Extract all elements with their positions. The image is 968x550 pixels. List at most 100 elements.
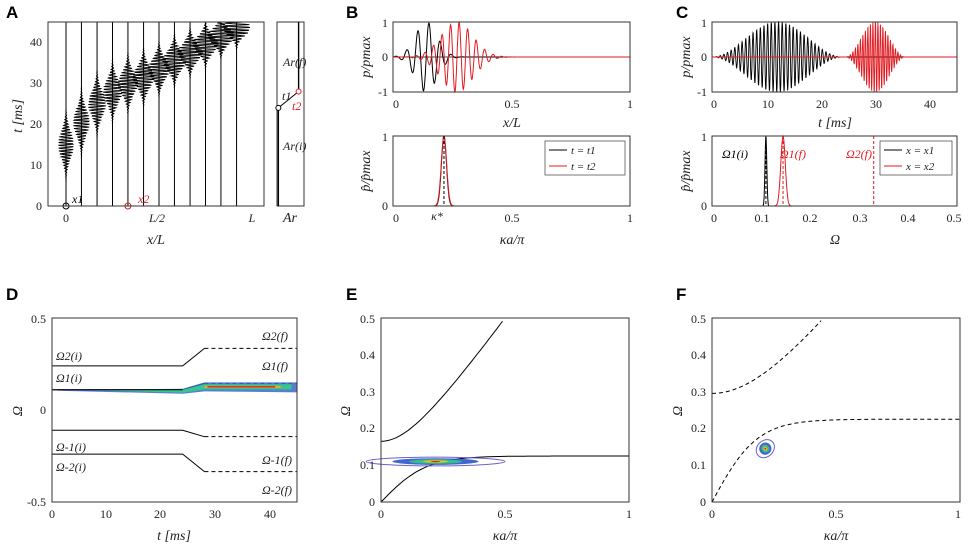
c-bot-frame (711, 135, 958, 207)
panel-a: 0 10 20 30 40 0 L/2 L x/L t [ms] x1 x2 A… (11, 21, 306, 248)
e-frame (380, 317, 630, 503)
a-xt-0: 0 (63, 211, 69, 225)
c-legend-2: x = x2 (905, 161, 935, 173)
d-o1f: Ω1(f) (262, 359, 288, 373)
b-bot-xt-0: 0 (393, 211, 399, 225)
a-envelope-5 (132, 47, 155, 107)
d-xt-1: 10 (100, 507, 112, 521)
a-envelope-0 (57, 108, 75, 182)
c-top-xt-2: 20 (816, 97, 828, 111)
d-ylabel: Ω (11, 406, 26, 416)
b-top-xt-1: 0.5 (505, 97, 520, 111)
b-top-yt-0: 1 (382, 16, 388, 30)
b-bot-xt-2: 1 (627, 211, 633, 225)
d-o1i: Ω1(i) (56, 371, 82, 385)
e-yt-1: 0.1 (360, 458, 375, 472)
d-xt-4: 40 (264, 507, 276, 521)
c-bot-xt-4: 0.4 (901, 211, 916, 225)
a-envelope-3 (102, 59, 123, 125)
d-branch-solid-3 (52, 453, 205, 473)
a-envelopes (57, 21, 251, 210)
c-bot-xt-1: 0.1 (755, 211, 770, 225)
a-envelope-8 (177, 27, 203, 79)
d-om2i: Ω-2(i) (56, 460, 86, 474)
e-contour-1 (365, 456, 506, 467)
c-bot-xt-2: 0.2 (803, 211, 818, 225)
c-bot-xt-3: 0.3 (853, 211, 868, 225)
d-yt-2: -0.5 (27, 495, 46, 509)
b-bot-ylabel: p̂/p̂max (359, 150, 374, 193)
c-o1f: Ω1(f) (780, 147, 806, 161)
a-frame (47, 21, 265, 207)
panel-e: 0 0.1 0.2 0.3 0.4 0.5 0 0.5 1 κa/π Ω (339, 312, 632, 544)
b-top-series-1 (393, 20, 630, 94)
c-legend-1: x = x1 (905, 145, 934, 157)
a-x2-label: x2 (137, 192, 149, 206)
a-ar-i-label: Ar(i) (282, 139, 306, 153)
c-top-yt-2: -1 (697, 85, 707, 99)
c-top-frame (711, 21, 958, 93)
a-yt-4: 40 (30, 35, 42, 49)
b-bot-yt-1: 0 (382, 199, 388, 213)
d-xlabel: t [ms] (157, 529, 191, 544)
f-contour-1 (755, 439, 775, 459)
b-top-frame (392, 21, 631, 93)
f-xlabel: κa/π (824, 529, 850, 544)
b-bot-xlabel: κa/π (500, 233, 526, 248)
a-yt-0: 0 (36, 199, 42, 213)
panel-c: 1 0 -1 0 10 20 30 40 t [ms] p/pmax 1 0 0… (679, 16, 962, 248)
panel-label-d: D (6, 285, 18, 304)
d-frame (51, 317, 298, 503)
b-top-waves (392, 20, 630, 94)
b-bot-frame (392, 135, 631, 207)
panel-label-b: B (346, 3, 358, 22)
d-om1f: Ω-1(f) (262, 453, 292, 467)
e-dispersion (365, 320, 629, 503)
b-kappa-star: κ* (431, 209, 443, 223)
c-top-xlabel: t [ms] (818, 116, 852, 131)
a-xlabel: x/L (146, 233, 165, 248)
e-xt-2: 1 (626, 507, 632, 521)
d-om2f: Ω-2(f) (262, 483, 292, 497)
f-yt-4: 0.4 (691, 348, 706, 362)
a-envelope-1 (72, 86, 90, 158)
panel-label-e: E (346, 285, 357, 304)
a-x1-label: x1 (71, 192, 83, 206)
b-top-yt-2: -1 (378, 85, 388, 99)
a-envelope-4 (117, 52, 139, 115)
f-xt-2: 1 (955, 507, 961, 521)
e-lower-branch (380, 455, 629, 503)
c-legend: x = x1 x = x2 (879, 140, 953, 176)
c-bot-yt-1: 0 (701, 199, 707, 213)
a-xt-2: L (248, 211, 256, 225)
d-om1i: Ω-1(i) (56, 440, 86, 454)
f-dispersion (711, 320, 960, 503)
b-top-xlabel: x/L (502, 116, 521, 131)
b-legend-1: t = t1 (571, 145, 596, 157)
a-ar-t1-label: t1 (282, 89, 291, 103)
c-bot-xlabel: Ω (830, 233, 840, 248)
b-bot-xt-1: 0.5 (505, 211, 520, 225)
f-yt-3: 0.3 (691, 385, 706, 399)
f-yt-5: 0.5 (691, 312, 706, 326)
f-yt-1: 0.1 (691, 458, 706, 472)
c-bot-ylabel: p̂/p̂max (679, 150, 694, 193)
f-xt-0: 0 (709, 507, 715, 521)
d-branch-solid-2 (52, 429, 205, 438)
c-top-xt-3: 30 (870, 97, 882, 111)
d-yt-1: 0 (40, 403, 46, 417)
e-yt-2: 0.2 (360, 421, 375, 435)
c-bot-yt-0: 1 (701, 130, 707, 144)
panel-label-f: F (676, 285, 686, 304)
b-top-ylabel: p/pmax (359, 36, 374, 79)
f-ylabel: Ω (671, 406, 686, 416)
a-envelope-11 (222, 21, 251, 50)
c-bot-xt-5: 0.5 (947, 211, 962, 225)
f-yt-2: 0.2 (691, 421, 706, 435)
e-upper-branch (380, 320, 503, 442)
panel-d: 0.5 0 -0.5 0 10 20 30 40 t [ms] Ω Ω2(i) … (11, 312, 298, 544)
a-envelope-2 (88, 70, 107, 138)
a-ylabel: t [ms] (11, 99, 26, 133)
a-yt-2: 20 (30, 117, 42, 131)
